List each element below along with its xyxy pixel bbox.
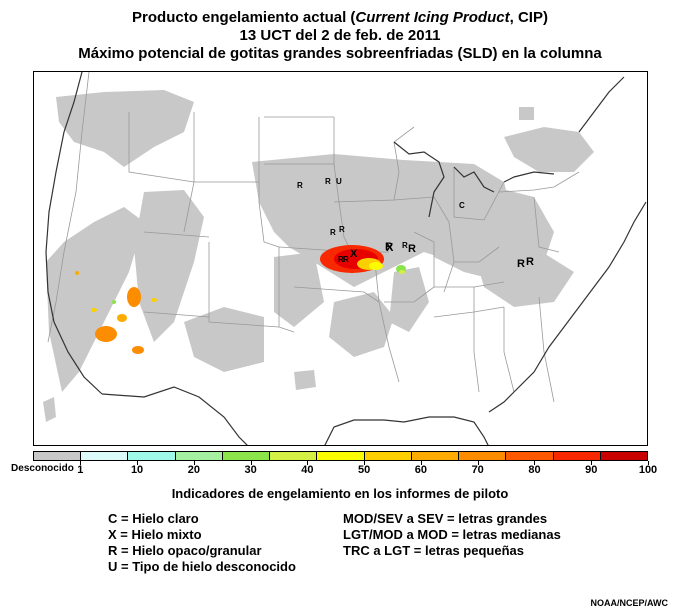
- pirep-intensity-item: LGT/MOD a MOD = letras medianas: [343, 527, 561, 542]
- pirep-legend-heading: Indicadores de engelamiento en los infor…: [171, 486, 509, 501]
- pirep-intensity-legend: MOD/SEV a SEV = letras grandes LGT/MOD a …: [343, 511, 561, 559]
- title-line-3: Máximo potencial de gotitas grandes sobr…: [78, 45, 602, 62]
- icing-map: R R UCR RRX RX RR R RR: [43, 72, 647, 445]
- pirep-symbol: R: [408, 243, 416, 255]
- colorbar-tick-mark: [193, 461, 195, 465]
- colorbar-segment: [222, 452, 271, 460]
- colorbar-segment: [128, 452, 176, 460]
- pirep-symbol: R: [330, 228, 336, 237]
- pirep-intensity-item: MOD/SEV a SEV = letras grandes: [343, 511, 548, 526]
- colorbar-tick-mark: [364, 461, 366, 465]
- colorbar-tick-label: 90: [585, 464, 598, 476]
- pirep-symbol: X: [386, 242, 394, 254]
- pirep-symbol: R: [339, 225, 345, 234]
- colorbar-tick-label: 30: [244, 464, 257, 476]
- colorbar-tick-mark: [591, 461, 593, 465]
- pirep-symbol: X: [350, 248, 358, 260]
- colorbar-tick-label: 70: [471, 464, 484, 476]
- colorbar-tick-label: 80: [528, 464, 541, 476]
- pirep-symbol: R: [526, 256, 534, 268]
- colorbar-segment: [600, 452, 648, 460]
- colorbar-segment: [506, 452, 554, 460]
- unknown-coverage-areas: [43, 90, 594, 422]
- colorbar-segment: [553, 452, 601, 460]
- colorbar-segment: [81, 452, 129, 460]
- colorbar-ticks: Desconocido 1 10 20 30 40 50 60 70 80 90 100: [11, 461, 657, 481]
- state-borders: [47, 72, 580, 403]
- colorbar-tick-label: 1: [77, 464, 84, 476]
- pirep-type-item: C = Hielo claro: [108, 511, 199, 526]
- colorbar: [33, 451, 648, 461]
- pirep-symbol: U: [336, 177, 342, 186]
- pirep-symbols: R R UCR RRX RX RR R RR: [297, 177, 534, 270]
- colorbar-tick-mark: [477, 461, 479, 465]
- pirep-type-item: R = Hielo opaco/granular: [108, 543, 262, 558]
- title-line-2: 13 UCT del 2 de feb. de 2011: [239, 27, 441, 44]
- colorbar-tick-label: 100: [638, 464, 658, 476]
- colorbar-tick-mark: [534, 461, 536, 465]
- ice-field: [75, 245, 406, 354]
- colorbar-segment: [364, 452, 412, 460]
- colorbar-tick-mark: [307, 461, 309, 465]
- colorbar-tick-label: 60: [414, 464, 428, 476]
- colorbar-tick-mark: [420, 461, 422, 465]
- colorbar-tick-mark: [80, 461, 82, 465]
- pirep-type-item: X = Hielo mixto: [108, 527, 202, 542]
- pirep-symbol: C: [459, 201, 465, 210]
- colorbar-tick-label: 20: [187, 464, 200, 476]
- pirep-symbol: R: [338, 255, 344, 264]
- colorbar-segment: [317, 452, 365, 460]
- colorbar-segment: [34, 452, 82, 460]
- colorbar-unknown-label: Desconocido: [11, 463, 74, 474]
- pirep-symbol: R: [517, 258, 525, 270]
- pirep-symbol: R: [402, 241, 408, 250]
- colorbar-tick-mark: [137, 461, 139, 465]
- title-line-1: Producto engelamiento actual (Current Ic…: [132, 9, 548, 26]
- pirep-symbol: R: [325, 177, 331, 186]
- pirep-symbol: R: [297, 181, 303, 190]
- pirep-type-item: U = Tipo de hielo desconocido: [108, 559, 296, 574]
- pirep-intensity-item: TRC a LGT = letras pequeñas: [343, 543, 524, 558]
- colorbar-segment: [270, 452, 318, 460]
- colorbar-segment: [175, 452, 223, 460]
- pirep-types-legend: C = Hielo claro X = Hielo mixto R = Hielo …: [108, 511, 296, 575]
- pirep-symbol: R: [385, 241, 393, 253]
- colorbar-tick-label: 50: [358, 464, 371, 476]
- colorbar-segment: [411, 452, 460, 460]
- colorbar-tick-label: 10: [130, 464, 144, 476]
- colorbar-tick-mark: [648, 461, 649, 465]
- credit: NOAA/NCEP/AWC: [590, 598, 668, 608]
- colorbar-tick-mark: [250, 461, 252, 465]
- colorbar-tick-label: 40: [301, 464, 314, 476]
- pirep-symbol: R: [343, 255, 349, 264]
- colorbar-segment: [459, 452, 507, 460]
- coastline: [45, 72, 647, 445]
